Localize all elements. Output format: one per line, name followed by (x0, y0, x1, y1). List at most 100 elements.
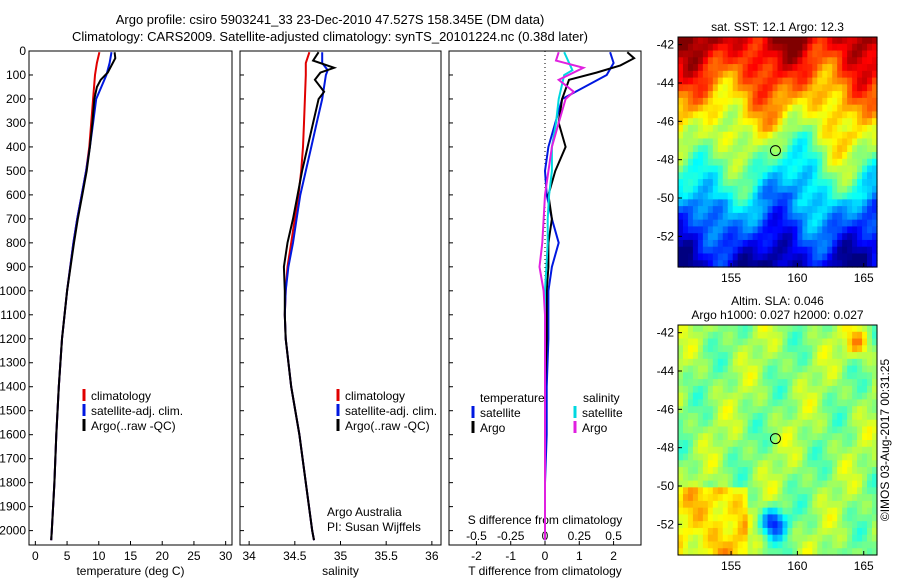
map-cell (827, 97, 833, 106)
map-cell (832, 253, 838, 261)
depth-tick-label: 1100 (0, 308, 26, 322)
map-cell (777, 118, 784, 126)
map-cell (857, 233, 863, 241)
map-cell (812, 534, 818, 543)
map-cell (857, 192, 863, 200)
map-cell (702, 392, 709, 401)
map-cell (732, 131, 739, 140)
map-cell (682, 206, 689, 214)
map-cell (742, 480, 749, 488)
map-cell (797, 385, 803, 394)
map-cell (862, 500, 868, 509)
map-cell (682, 260, 689, 268)
map-cell (727, 179, 734, 187)
map-cell (697, 358, 704, 367)
map-cell (852, 138, 858, 146)
map-cell (702, 253, 709, 261)
map-cell (707, 179, 714, 187)
map-cell (787, 446, 794, 455)
map-cell (777, 521, 784, 529)
map-cell (757, 233, 764, 241)
map-cell (857, 473, 863, 482)
sst-map-lat-tick-label: -42 (657, 38, 675, 52)
map-cell (707, 219, 714, 228)
map-cell (792, 77, 798, 85)
map-cell (777, 253, 784, 261)
map-cell (802, 352, 808, 360)
map-cell (697, 152, 704, 160)
map-cell (737, 527, 744, 536)
map-cell (747, 260, 754, 268)
map-cell (742, 500, 749, 509)
map-cell (857, 487, 863, 495)
map-cell (742, 124, 749, 133)
map-cell (857, 372, 863, 380)
map-cell (707, 124, 714, 133)
map-cell (727, 325, 734, 333)
map-cell (762, 104, 769, 113)
map-cell (678, 325, 684, 333)
map-cell (767, 246, 774, 255)
map-cell (822, 460, 828, 468)
map-cell (742, 440, 749, 448)
salinity-legend-label: Argo(..raw -QC) (345, 419, 430, 433)
map-cell (787, 43, 794, 52)
map-cell (692, 260, 699, 268)
map-cell (692, 500, 699, 509)
map-cell (842, 158, 848, 167)
map-cell (752, 152, 759, 160)
map-cell (797, 50, 803, 58)
map-cell (837, 226, 843, 234)
map-cell (747, 467, 754, 475)
map-cell (722, 365, 729, 373)
map-cell (842, 64, 848, 72)
map-cell (797, 246, 803, 255)
map-cell (777, 392, 784, 401)
map-cell (832, 260, 838, 268)
map-cell (722, 399, 729, 407)
map-cell (742, 253, 749, 261)
map-cell (847, 118, 853, 126)
map-cell (682, 507, 689, 516)
map-cell (847, 219, 853, 228)
map-cell (702, 246, 709, 255)
map-cell (692, 179, 699, 187)
map-cell (822, 331, 828, 340)
map-cell (757, 514, 764, 522)
map-cell (692, 226, 699, 234)
map-cell (752, 131, 759, 140)
map-cell (837, 124, 843, 133)
map-cell (837, 399, 843, 407)
map-cell (797, 77, 803, 85)
map-cell (687, 412, 694, 421)
map-cell (847, 460, 853, 468)
map-cell (777, 399, 784, 407)
map-cell (682, 97, 689, 106)
map-cell (847, 111, 853, 119)
map-cell (822, 131, 828, 140)
map-cell (862, 145, 868, 153)
map-cell (812, 212, 818, 221)
map-cell (762, 253, 769, 261)
map-cell (832, 345, 838, 353)
map-cell (792, 521, 798, 529)
map-cell (722, 467, 729, 475)
salinity-series-0 (283, 51, 315, 541)
depth-tick-label: 200 (6, 92, 26, 106)
map-cell (777, 507, 784, 516)
map-cell (857, 138, 863, 146)
map-cell (872, 548, 878, 556)
map-cell (717, 233, 724, 241)
map-cell (822, 440, 828, 448)
map-cell (822, 494, 828, 502)
map-cell (757, 487, 764, 495)
map-cell (867, 199, 873, 207)
map-cell (767, 548, 774, 556)
map-cell (752, 260, 759, 268)
map-cell (777, 50, 784, 58)
map-cell (742, 131, 749, 140)
map-cell (702, 145, 709, 153)
map-cell (707, 433, 714, 441)
map-cell (792, 91, 798, 99)
map-cell (777, 260, 784, 268)
